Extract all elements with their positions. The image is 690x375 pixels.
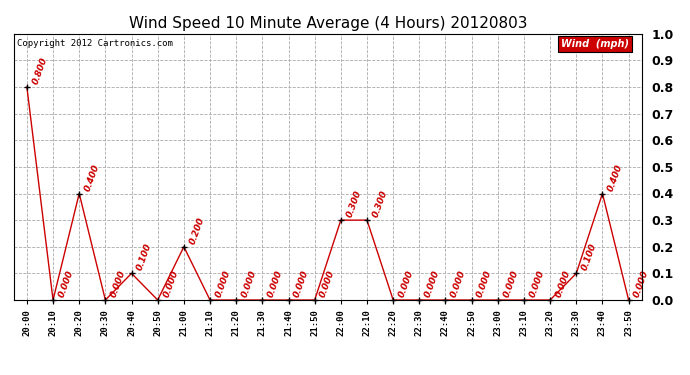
Text: Wind  (mph): Wind (mph) bbox=[561, 39, 629, 49]
Text: 0.400: 0.400 bbox=[607, 163, 624, 192]
Text: 0.000: 0.000 bbox=[633, 269, 651, 299]
Text: 0.000: 0.000 bbox=[423, 269, 442, 299]
Text: 0.400: 0.400 bbox=[83, 163, 101, 192]
Text: 0.100: 0.100 bbox=[580, 243, 598, 272]
Text: 0.300: 0.300 bbox=[345, 189, 363, 219]
Text: 0.000: 0.000 bbox=[502, 269, 520, 299]
Text: 0.000: 0.000 bbox=[161, 269, 180, 299]
Text: 0.000: 0.000 bbox=[475, 269, 494, 299]
Text: 0.000: 0.000 bbox=[266, 269, 284, 299]
Text: 0.200: 0.200 bbox=[188, 216, 206, 246]
Text: 0.000: 0.000 bbox=[57, 269, 75, 299]
Text: 0.000: 0.000 bbox=[214, 269, 232, 299]
Text: 0.800: 0.800 bbox=[31, 56, 49, 86]
Text: 0.000: 0.000 bbox=[397, 269, 415, 299]
Text: 0.000: 0.000 bbox=[449, 269, 468, 299]
Text: 0.300: 0.300 bbox=[371, 189, 389, 219]
Text: 0.000: 0.000 bbox=[240, 269, 258, 299]
Title: Wind Speed 10 Minute Average (4 Hours) 20120803: Wind Speed 10 Minute Average (4 Hours) 2… bbox=[128, 16, 527, 31]
Text: 0.100: 0.100 bbox=[135, 243, 154, 272]
Text: 0.000: 0.000 bbox=[293, 269, 310, 299]
Text: 0.000: 0.000 bbox=[109, 269, 128, 299]
Text: 0.000: 0.000 bbox=[319, 269, 337, 299]
Text: 0.000: 0.000 bbox=[528, 269, 546, 299]
Text: 0.000: 0.000 bbox=[554, 269, 572, 299]
Text: Copyright 2012 Cartronics.com: Copyright 2012 Cartronics.com bbox=[17, 39, 172, 48]
